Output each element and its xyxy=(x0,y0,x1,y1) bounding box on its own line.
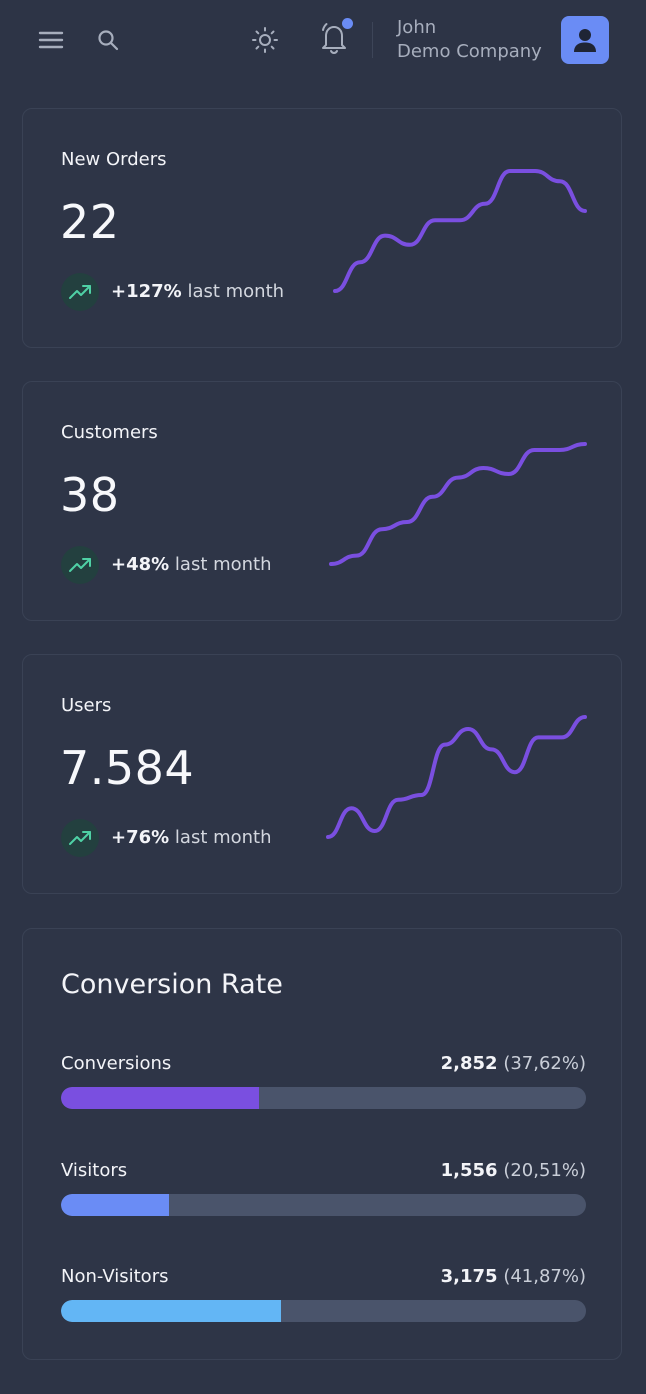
bar-amount: 3,175 (41,87%) xyxy=(441,1266,586,1287)
bar-label: Non-Visitors xyxy=(61,1266,169,1287)
sparkline-chart xyxy=(326,715,587,839)
user-icon xyxy=(574,29,596,52)
trend-text: +48% last month xyxy=(111,554,272,575)
trend-badge xyxy=(61,273,99,311)
bar-label: Visitors xyxy=(61,1160,128,1181)
progress-track xyxy=(61,1087,586,1109)
sparkline-chart xyxy=(329,442,587,566)
progress-track xyxy=(61,1300,586,1322)
sun-icon xyxy=(252,27,278,53)
search-button[interactable] xyxy=(92,24,124,56)
trend-period: last month xyxy=(187,281,285,302)
user-company[interactable]: Demo Company xyxy=(397,41,542,62)
bar-count: 3,175 xyxy=(440,1266,498,1287)
stat-title: New Orders xyxy=(61,149,167,170)
bar-percent: (20,51%) xyxy=(503,1160,586,1181)
bar-percent: (37,62%) xyxy=(503,1053,586,1074)
stat-title: Users xyxy=(61,695,112,716)
stat-title: Customers xyxy=(61,422,158,443)
stat-card-customers: Customers 38 +48% last month xyxy=(22,381,622,621)
header-divider xyxy=(372,22,373,58)
trend-text: +127% last month xyxy=(111,281,284,302)
notifications-button[interactable] xyxy=(314,18,354,58)
theme-toggle-button[interactable] xyxy=(247,22,283,58)
sparkline-chart xyxy=(333,169,587,293)
trend-period: last month xyxy=(174,554,272,575)
conversion-rate-card: Conversion Rate Conversions 2,852 (37,62… xyxy=(22,928,622,1360)
trend-change: +76% xyxy=(111,827,170,848)
bar-count: 1,556 xyxy=(440,1160,498,1181)
top-bar: John Demo Company xyxy=(0,0,646,80)
stat-card-users: Users 7.584 +76% last month xyxy=(22,654,622,894)
trend-change: +48% xyxy=(111,554,170,575)
bell-icon xyxy=(322,23,346,55)
bar-label: Conversions xyxy=(61,1053,172,1074)
stat-value: 7.584 xyxy=(60,741,195,795)
trending-up-icon xyxy=(69,285,91,299)
bar-amount: 1,556 (20,51%) xyxy=(441,1160,586,1181)
stat-card-new-orders: New Orders 22 +127% last month xyxy=(22,108,622,348)
bar-percent: (41,87%) xyxy=(503,1266,586,1287)
menu-button[interactable] xyxy=(34,24,68,56)
trend-text: +76% last month xyxy=(111,827,272,848)
progress-track xyxy=(61,1194,586,1216)
menu-icon xyxy=(38,31,64,49)
sparkline xyxy=(326,715,587,839)
trending-up-icon xyxy=(69,831,91,845)
sparkline xyxy=(329,442,587,566)
trend-badge xyxy=(61,546,99,584)
trend-change: +127% xyxy=(111,281,182,302)
trend-badge xyxy=(61,819,99,857)
conversion-title: Conversion Rate xyxy=(61,969,283,1000)
search-icon xyxy=(98,30,119,51)
bar-count: 2,852 xyxy=(440,1053,498,1074)
stat-value: 22 xyxy=(60,195,120,249)
progress-fill xyxy=(61,1087,259,1109)
sparkline xyxy=(333,169,587,293)
avatar[interactable] xyxy=(561,16,609,64)
stat-value: 38 xyxy=(60,468,120,522)
progress-fill xyxy=(61,1194,169,1216)
trend-period: last month xyxy=(174,827,272,848)
trending-up-icon xyxy=(69,558,91,572)
bar-amount: 2,852 (37,62%) xyxy=(441,1053,586,1074)
notification-dot xyxy=(342,18,353,29)
user-name[interactable]: John xyxy=(397,17,437,38)
progress-fill xyxy=(61,1300,281,1322)
